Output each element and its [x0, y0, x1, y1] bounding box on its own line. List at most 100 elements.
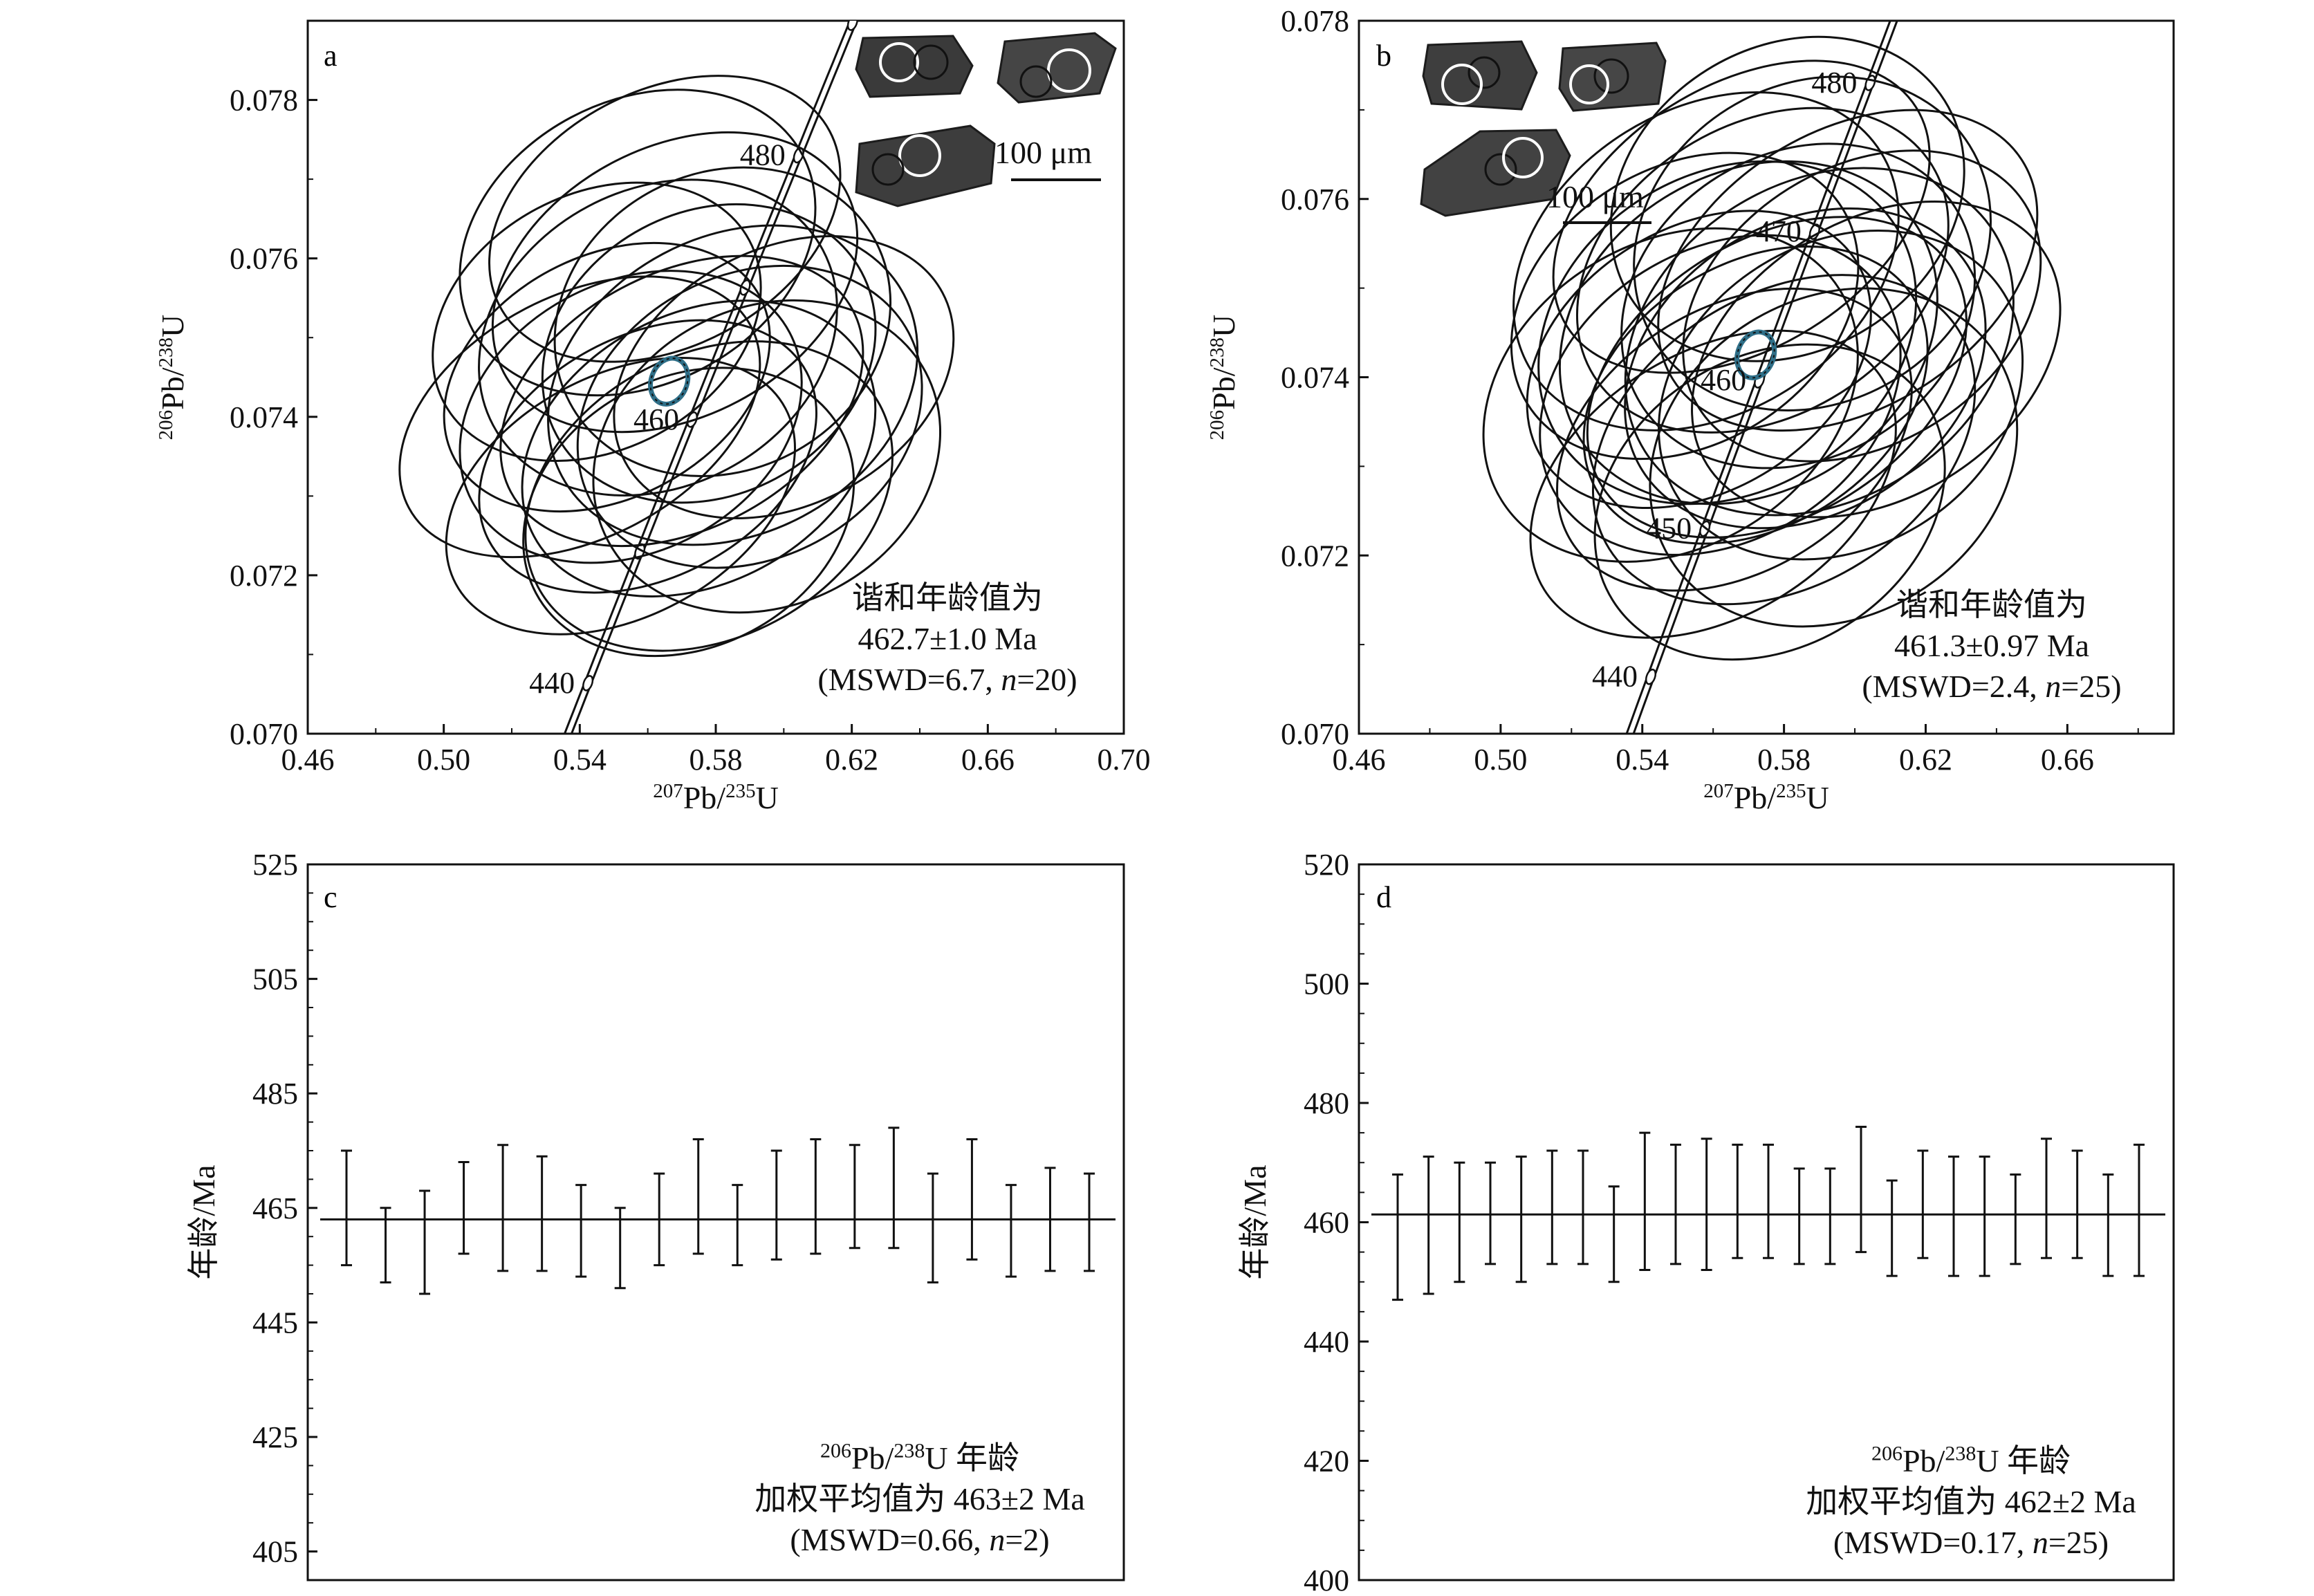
- analysis-ellipse: [1593, 343, 1946, 661]
- concordia-age-label: 480: [740, 138, 786, 171]
- error-bar: [575, 1184, 587, 1278]
- error-bar: [2041, 1138, 2052, 1259]
- y-tick-label: 0.076: [1281, 183, 1349, 216]
- error-bar: [1732, 1143, 1743, 1259]
- analysis-ellipse: [1552, 59, 1931, 374]
- analysis-ellipse: [1558, 160, 1938, 505]
- spot-circle: [1019, 65, 1053, 98]
- x-axis-title: 207Pb/235U: [1703, 780, 1829, 815]
- x-tick-label: 0.66: [2041, 743, 2094, 777]
- x-tick-label: 0.50: [417, 743, 470, 777]
- y-tick-label: 420: [1304, 1445, 1349, 1478]
- error-bar: [888, 1126, 900, 1250]
- panel-a-scale-bar: [1011, 178, 1101, 181]
- y-tick-label: 0.078: [230, 84, 298, 118]
- plot-area: 440 460 480: [398, 21, 955, 734]
- y-axis-title: 206Pb/238U: [155, 315, 190, 440]
- x-tick-label: 0.58: [1757, 743, 1811, 777]
- zircon-grain: [997, 32, 1117, 104]
- y-tick-label: 0.070: [230, 717, 298, 751]
- panel-b-caption-line2: 461.3±0.97 Ma: [1894, 627, 2090, 663]
- error-bar: [1793, 1167, 1805, 1265]
- error-bar: [810, 1138, 822, 1255]
- error-bar: [380, 1207, 391, 1283]
- spot-circle: [879, 42, 919, 82]
- x-tick-label: 0.66: [961, 743, 1015, 777]
- error-bar: [1639, 1131, 1651, 1271]
- concordia-age-marker: [846, 21, 858, 31]
- y-tick-label: 480: [1304, 1086, 1349, 1120]
- x-tick-label: 0.62: [825, 743, 878, 777]
- error-bar: [1608, 1185, 1620, 1283]
- concordia-age-label: 460: [1701, 363, 1746, 397]
- concordia-age-label: 450: [1646, 512, 1692, 546]
- panel-d-caption-line1: 206Pb/238U 年龄: [1871, 1442, 2071, 1478]
- error-bar: [1005, 1184, 1017, 1278]
- panel-b-zircon-image: [1420, 40, 1667, 217]
- y-tick-label: 405: [252, 1535, 298, 1569]
- plot-area: 440 450 460 470 480: [1482, 21, 2062, 734]
- error-bar: [2133, 1143, 2145, 1277]
- error-bar: [1886, 1179, 1898, 1277]
- analysis-ellipse: [592, 299, 942, 614]
- panel-b-concordia: b 0.46 0.50 0.54 0.58 0.62 0.66 0.070 0.072 0.07…: [1206, 4, 2175, 815]
- x-tick-label: 0.54: [1616, 743, 1669, 777]
- x-tick-label: 0.46: [281, 743, 335, 777]
- concordia-age-label: 480: [1811, 66, 1857, 100]
- panel-c-letter: c: [324, 880, 337, 914]
- panel-d-caption-line2: 加权平均值为 462±2 Ma: [1806, 1483, 2136, 1519]
- error-bar: [654, 1172, 665, 1267]
- analysis-ellipse: [1624, 207, 1987, 530]
- analysis-ellipse: [488, 75, 842, 363]
- error-bar: [614, 1207, 626, 1290]
- error-bar: [1979, 1156, 1990, 1277]
- analysis-ellipse: [1657, 109, 2039, 432]
- concordia-age-marker: [1864, 75, 1876, 91]
- panel-a-concordia: a 0.46 0.50 0.54 0.58 0.62 0.66 0.70 0.070 0.072…: [155, 19, 1151, 815]
- error-bar: [1044, 1167, 1056, 1272]
- spot-circle: [1047, 48, 1091, 93]
- analysis-ellipse: [553, 166, 892, 477]
- y-tick-label: 0.074: [1281, 361, 1349, 395]
- error-bar: [849, 1144, 860, 1250]
- error-bar: [732, 1184, 743, 1267]
- panel-a-zircon-image: [855, 32, 1117, 207]
- concordia-age-label: 460: [633, 402, 679, 436]
- analysis-ellipse: [1649, 287, 2019, 628]
- error-bar: [1855, 1126, 1867, 1254]
- analysis-ellipse: [1658, 230, 2024, 561]
- error-bar: [1515, 1156, 1527, 1283]
- concordia-mean-ellipse-outline: [649, 358, 689, 405]
- analysis-ellipse: [1609, 35, 1965, 362]
- panel-d-letter: d: [1376, 880, 1391, 914]
- concordia-age-marker: [1645, 668, 1657, 685]
- error-bar: [2071, 1149, 2083, 1259]
- analysis-ellipse: [521, 299, 877, 597]
- error-bar: [927, 1172, 938, 1283]
- y-tick-label: 445: [252, 1306, 298, 1339]
- x-tick-label: 0.70: [1098, 743, 1151, 777]
- analysis-ellipse: [432, 181, 762, 462]
- y-tick-label: 520: [1304, 848, 1349, 882]
- analysis-ellipse: [1556, 287, 1913, 592]
- y-tick-label: 0.074: [230, 400, 298, 434]
- error-bar: [692, 1138, 704, 1255]
- error-bar: [419, 1189, 431, 1295]
- panel-b-scale-bar: [1563, 221, 1651, 224]
- y-tick-label: 525: [252, 848, 298, 882]
- analysis-ellipse: [459, 89, 817, 397]
- error-bar: [770, 1149, 782, 1261]
- panel-b-caption-line3: (MSWD=2.4, n=25): [1862, 668, 2122, 704]
- concordia-age-label: 440: [529, 666, 575, 700]
- analysis-ellipse: [1582, 245, 1929, 545]
- error-bar: [1763, 1143, 1774, 1259]
- analysis-ellipse: [1691, 201, 2062, 519]
- analysis-ellipse: [398, 275, 761, 559]
- y-axis-title: 206Pb/238U: [1206, 315, 1241, 440]
- panel-d-caption-line3: (MSWD=0.17, n=25): [1833, 1524, 2109, 1560]
- concordia-mean-ellipse: [648, 355, 691, 407]
- y-tick-label: 485: [252, 1077, 298, 1111]
- analysis-ellipse: [541, 203, 877, 504]
- y-tick-label: 0.078: [1281, 4, 1349, 38]
